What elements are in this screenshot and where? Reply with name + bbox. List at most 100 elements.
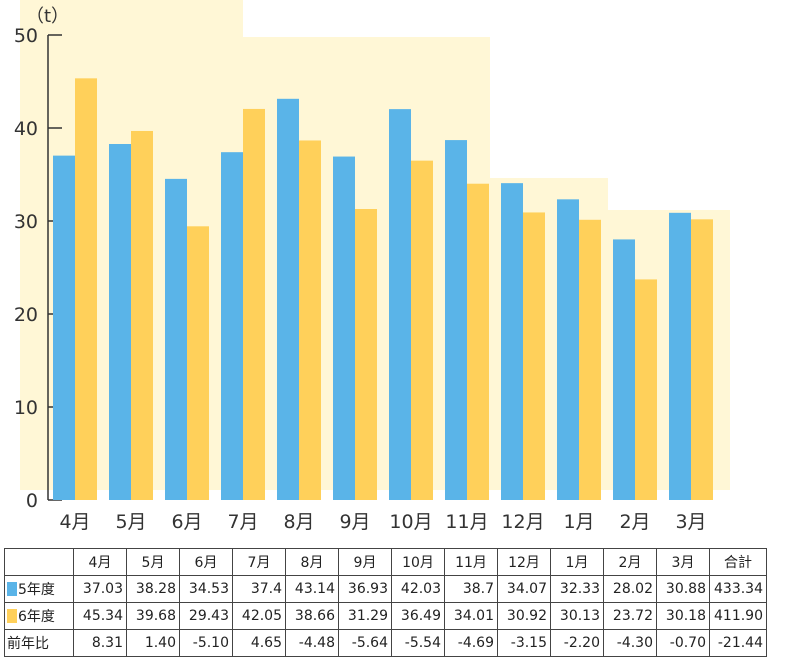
bar-5年度-1月 — [557, 199, 579, 500]
bar-6年度-8月 — [299, 140, 321, 500]
table-cell: -4.30 — [603, 629, 657, 657]
table-cell: 30.13 — [550, 602, 604, 630]
bar-5年度-8月 — [277, 98, 299, 500]
table-row: 5年度 37.03 38.28 34.53 37.4 43.14 36.93 42.03 38.… — [4, 575, 767, 603]
x-tick-label: 3月 — [675, 511, 706, 533]
table-cell: 34.53 — [179, 575, 233, 603]
table-column-header: 5月 — [126, 548, 180, 576]
table-cell: 23.72 — [603, 602, 657, 630]
table-column-header: 1月 — [550, 548, 604, 576]
y-tick-label: 40 — [14, 118, 38, 140]
table-cell: 1.40 — [126, 629, 180, 657]
bar-6年度-6月 — [187, 226, 209, 500]
table-cell: 30.88 — [656, 575, 710, 603]
table-cell: -0.70 — [656, 629, 710, 657]
table-cell: -5.10 — [179, 629, 233, 657]
table-cell: 42.05 — [232, 602, 286, 630]
table-cell: 39.68 — [126, 602, 180, 630]
table-row-label-text: 6年度 — [18, 609, 55, 625]
bar-5年度-5月 — [109, 143, 131, 500]
bar-5年度-12月 — [501, 183, 523, 501]
bar-6年度-4月 — [75, 78, 97, 500]
table-column-header: 11月 — [444, 548, 498, 576]
bar-5年度-11月 — [445, 140, 467, 500]
table-corner — [4, 548, 74, 576]
table-body: 5年度 37.03 38.28 34.53 37.4 43.14 36.93 42.03 38.… — [4, 575, 767, 657]
table-cell: 32.33 — [550, 575, 604, 603]
table-column-header: 4月 — [73, 548, 127, 576]
table-column-header: 7月 — [232, 548, 286, 576]
table-cell: 8.31 — [73, 629, 127, 657]
table-cell: 30.92 — [497, 602, 551, 630]
x-tick-label: 4月 — [59, 511, 90, 533]
table-cell: 34.07 — [497, 575, 551, 603]
bar-5年度-10月 — [389, 109, 411, 500]
table-header-row: 4月 5月 6月 7月 8月 9月 10月 11月 12月 1月 2月 3月 合計 — [4, 548, 767, 576]
table-column-header: 9月 — [338, 548, 392, 576]
y-tick-label: 30 — [14, 211, 38, 233]
bar-5年度-4月 — [53, 155, 75, 500]
legend-swatch — [7, 582, 17, 596]
table-column-header: 10月 — [391, 548, 445, 576]
table-cell: 411.90 — [709, 602, 767, 630]
x-tick-label: 6月 — [171, 511, 202, 533]
table-column-header: 2月 — [603, 548, 657, 576]
table-column-header: 3月 — [656, 548, 710, 576]
x-tick-label: 9月 — [339, 511, 370, 533]
table-row-label: 6年度 — [4, 602, 74, 630]
table-cell: 36.93 — [338, 575, 392, 603]
x-tick-label: 7月 — [227, 511, 258, 533]
table-cell: 28.02 — [603, 575, 657, 603]
table-column-header: 8月 — [285, 548, 339, 576]
y-tick-label: 0 — [26, 490, 38, 512]
table-cell: 38.66 — [285, 602, 339, 630]
table-cell: -5.64 — [338, 629, 392, 657]
bar-6年度-10月 — [411, 160, 433, 500]
x-tick-label: 10月 — [389, 511, 432, 533]
table-cell: -2.20 — [550, 629, 604, 657]
x-tick-label: 12月 — [501, 511, 544, 533]
table-cell: -4.69 — [444, 629, 498, 657]
x-tick-label: 2月 — [619, 511, 650, 533]
table-row-label: 前年比 — [4, 629, 74, 657]
table-cell: 38.7 — [444, 575, 498, 603]
table-cell: 37.4 — [232, 575, 286, 603]
bar-5年度-2月 — [613, 239, 635, 500]
table-cell: 45.34 — [73, 602, 127, 630]
table-cell: 43.14 — [285, 575, 339, 603]
bar-6年度-12月 — [523, 212, 545, 500]
table-row-label: 5年度 — [4, 575, 74, 603]
table-row-label-text: 5年度 — [18, 582, 55, 598]
y-tick-label: 20 — [14, 304, 38, 326]
bar-6年度-3月 — [691, 219, 713, 501]
bar-5年度-7月 — [221, 152, 243, 500]
table-cell: 4.65 — [232, 629, 286, 657]
table-cell: 433.34 — [709, 575, 767, 603]
y-tick-label: 50 — [14, 25, 38, 47]
table-cell: -4.48 — [285, 629, 339, 657]
y-axis-unit: （t） — [26, 6, 69, 27]
bar-6年度-9月 — [355, 209, 377, 501]
table-cell: 36.49 — [391, 602, 445, 630]
y-tick-label: 10 — [14, 397, 38, 419]
bar-5年度-6月 — [165, 178, 187, 500]
table-row: 前年比 8.31 1.40 -5.10 4.65 -4.48 -5.64 -5.54 -4.69… — [4, 629, 767, 657]
table-cell: -5.54 — [391, 629, 445, 657]
bar-5年度-3月 — [669, 212, 691, 501]
bar-6年度-2月 — [635, 279, 657, 500]
bar-6年度-1月 — [579, 219, 601, 500]
table-cell: -3.15 — [497, 629, 551, 657]
bar-6年度-7月 — [243, 108, 265, 500]
legend-swatch — [7, 609, 17, 623]
x-tick-label: 5月 — [115, 511, 146, 533]
bars — [53, 78, 713, 501]
bar-6年度-5月 — [131, 130, 153, 500]
table-column-header: 12月 — [497, 548, 551, 576]
table-cell: 34.01 — [444, 602, 498, 630]
x-tick-label: 11月 — [445, 511, 488, 533]
table-cell: 38.28 — [126, 575, 180, 603]
table-cell: 31.29 — [338, 602, 392, 630]
table-column-header: 6月 — [179, 548, 233, 576]
table-row: 6年度 45.34 39.68 29.43 42.05 38.66 31.29 36.49 34… — [4, 602, 767, 630]
x-axis-labels: 4月 5月 6月 7月 8月 9月 10月 11月 12月 1月 2月 3月 — [59, 511, 706, 533]
